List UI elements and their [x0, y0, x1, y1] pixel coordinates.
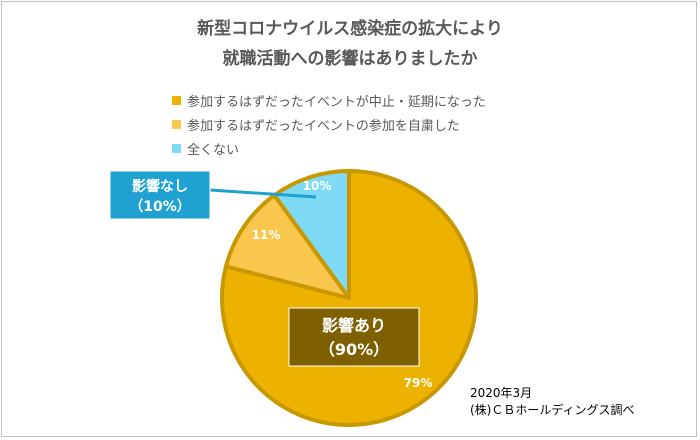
impact-percent: （90%） [319, 340, 389, 359]
chart-title: 新型コロナウイルス感染症の拡大により 就職活動への影響はありましたか [0, 14, 700, 74]
no-impact-leader-line [209, 188, 317, 199]
data-label-cancelled: 79% [404, 376, 433, 390]
impact-label: 影響あり [322, 316, 386, 335]
chart-title-line1: 新型コロナウイルス感染症の拡大により [197, 19, 503, 39]
data-label-none: 10% [303, 179, 332, 193]
legend-swatch-refrained [172, 119, 181, 129]
legend-swatch-none [172, 143, 181, 153]
no-impact-box [109, 170, 211, 220]
footnote: 2020年3月 (株)ＣＢホールディングス調べ [470, 385, 635, 419]
legend-label-none: 全くない [187, 142, 240, 158]
no-impact-percent: （10%） [129, 199, 191, 215]
legend: 参加するはずだったイベントが中止・延期になった 参加するはずだったイベントの参加… [172, 88, 486, 160]
chart-title-line2: 就職活動への影響はありましたか [222, 49, 478, 69]
pie-slice-refrained [223, 193, 351, 300]
legend-item-refrained: 参加するはずだったイベントの参加を自粛した [172, 112, 486, 136]
footnote-date: 2020年3月 [470, 386, 533, 400]
legend-label-refrained: 参加するはずだったイベントの参加を自粛した [187, 118, 460, 134]
no-impact-label: 影響なし [132, 178, 188, 195]
data-label-refrained: 11% [252, 228, 281, 242]
legend-item-none: 全くない [172, 136, 486, 160]
legend-label-cancelled: 参加するはずだったイベントが中止・延期になった [187, 94, 486, 110]
footnote-source: (株)ＣＢホールディングス調べ [470, 403, 635, 417]
impact-box [288, 307, 420, 367]
legend-swatch-cancelled [172, 95, 181, 105]
legend-item-cancelled: 参加するはずだったイベントが中止・延期になった [172, 88, 486, 112]
